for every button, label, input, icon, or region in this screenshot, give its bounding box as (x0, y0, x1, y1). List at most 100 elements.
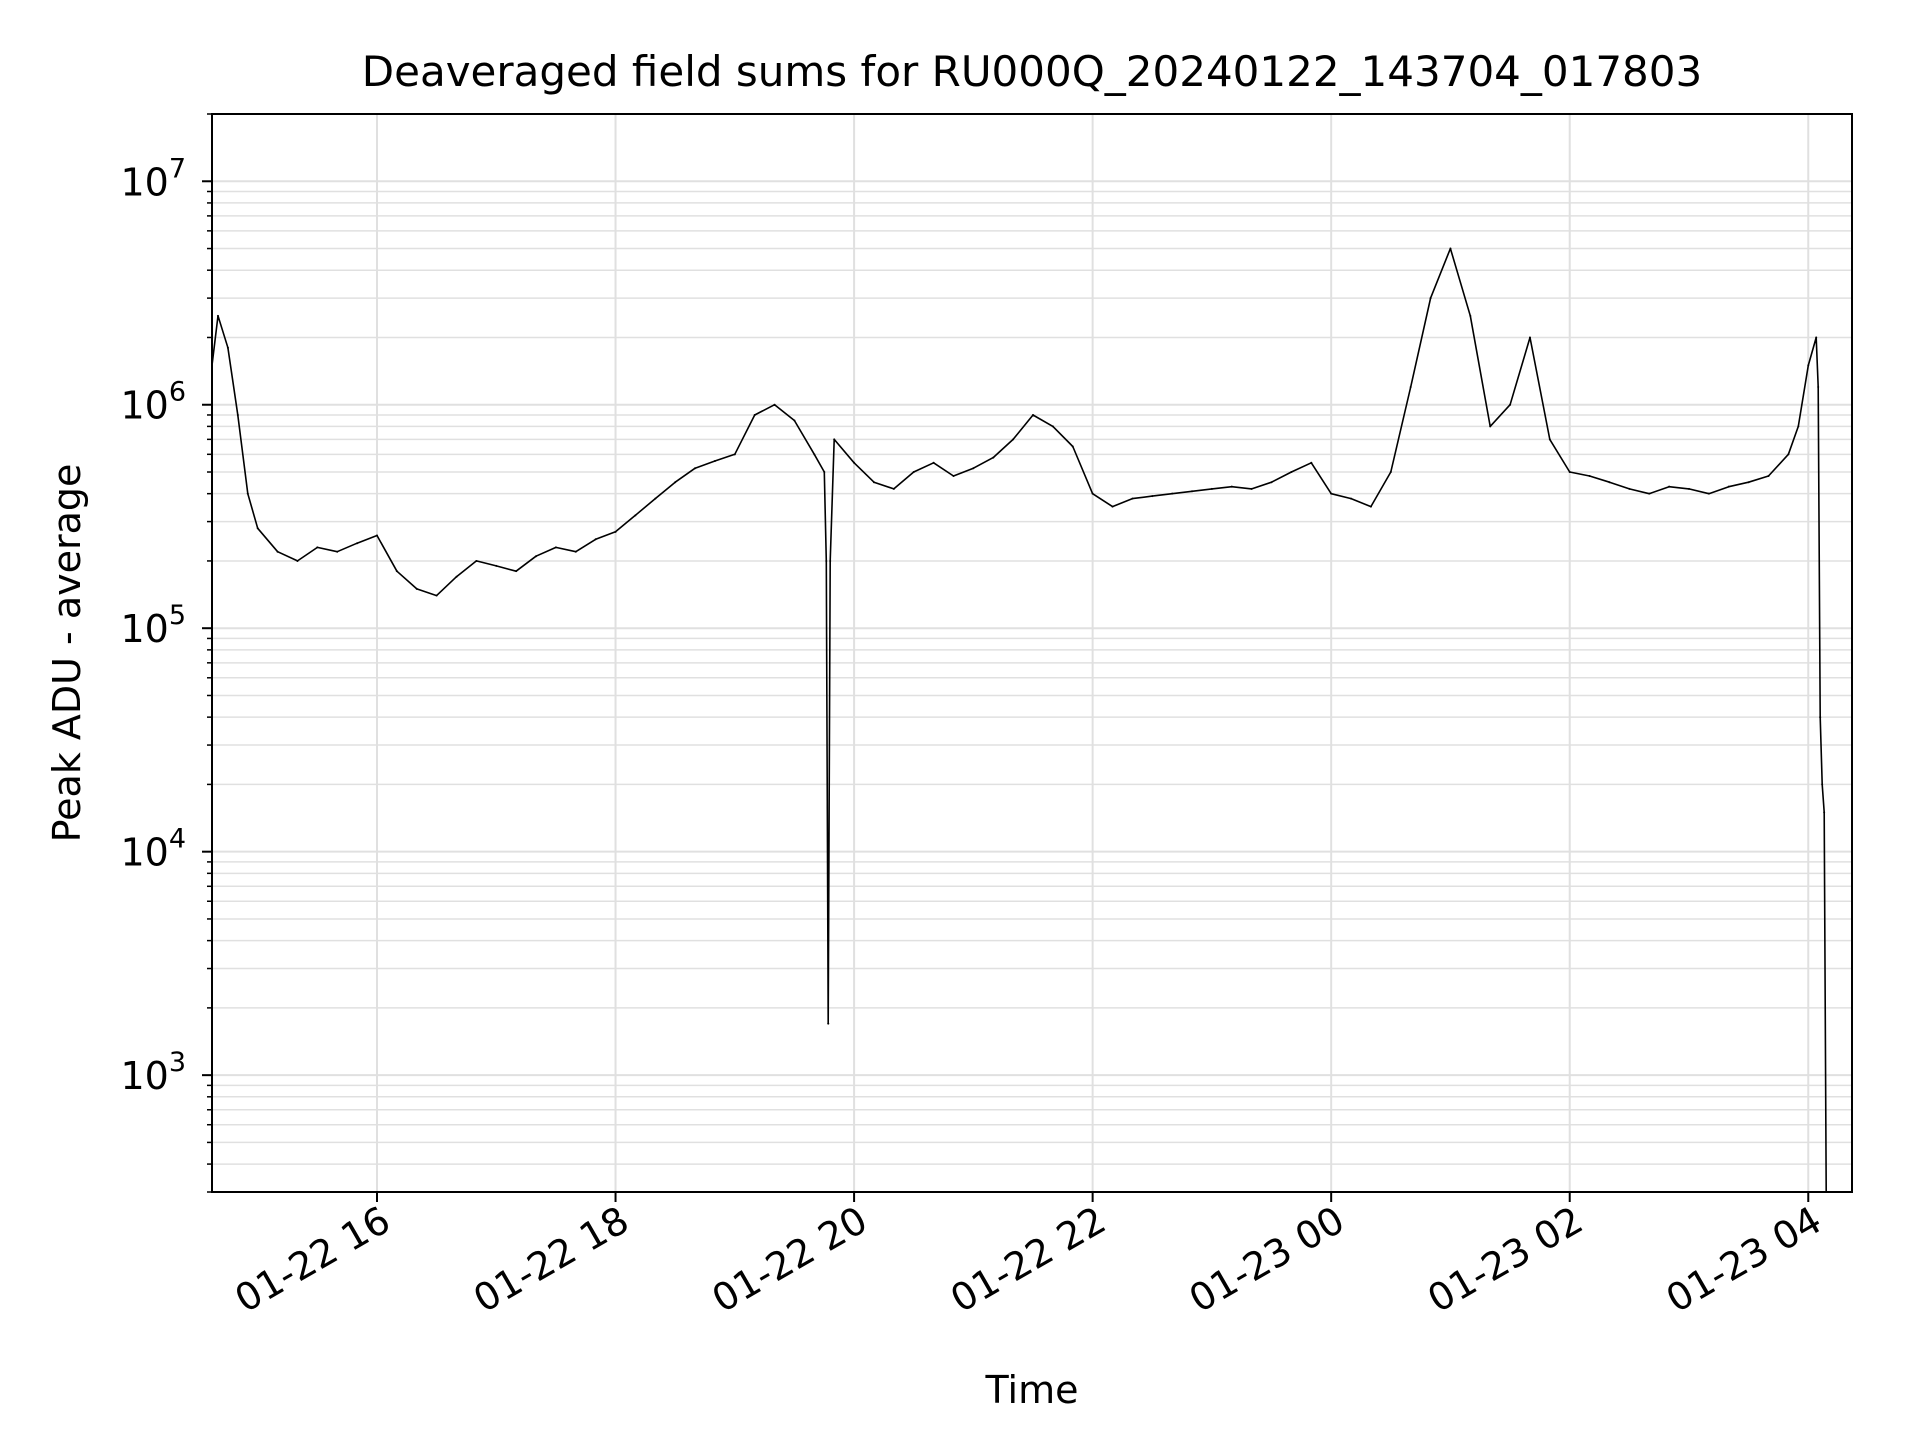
x-axis-label: Time (985, 1368, 1079, 1412)
data-point (495, 564, 498, 567)
data-point (634, 514, 637, 517)
data-point (1369, 505, 1372, 508)
data-point (829, 559, 832, 562)
data-point (226, 346, 229, 349)
data-point (1051, 425, 1054, 428)
data-point (1091, 492, 1094, 495)
data-point (574, 550, 577, 553)
data-point (515, 570, 518, 573)
data-point (1707, 492, 1710, 495)
data-point (1270, 481, 1273, 484)
data-point (1250, 487, 1253, 490)
data-point (733, 453, 736, 456)
data-point (236, 413, 239, 416)
data-point (827, 1022, 830, 1025)
data-point (972, 467, 975, 470)
data-point (415, 587, 418, 590)
data-point (1151, 495, 1154, 498)
data-point (1815, 336, 1818, 339)
data-point (793, 419, 796, 422)
data-point (773, 403, 776, 406)
grid-lines (212, 113, 1852, 1193)
data-point (813, 453, 816, 456)
y-tick-label: 107 (120, 153, 186, 204)
data-point (1797, 425, 1800, 428)
y-tick-label: 103 (120, 1047, 186, 1098)
data-point (1210, 487, 1213, 490)
data-point (1290, 471, 1293, 474)
data-point (1821, 783, 1824, 786)
data-point (395, 570, 398, 573)
data-point (753, 413, 756, 416)
data-point (1310, 461, 1313, 464)
data-point (246, 492, 249, 495)
chart-title: Deaveraged field sums for RU000Q_2024012… (362, 47, 1702, 96)
data-point (713, 460, 716, 463)
data-point (1823, 811, 1826, 814)
y-tick-label: 105 (120, 600, 186, 651)
data-point (823, 471, 826, 474)
data-point (1588, 474, 1591, 477)
data-point (853, 461, 856, 464)
data-point (1230, 485, 1233, 488)
data-point (475, 559, 478, 562)
data-point (1350, 497, 1353, 500)
data-point (435, 594, 438, 597)
data-point (1489, 425, 1492, 428)
data-point (614, 530, 617, 533)
data-point (825, 559, 828, 562)
data-point (892, 487, 895, 490)
data-point (1687, 487, 1690, 490)
data-point (654, 497, 657, 500)
y-axis: 103 104 105 106 107 (120, 113, 212, 1193)
data-point (256, 527, 259, 530)
series-layer (211, 247, 1828, 1193)
data-point (1171, 492, 1174, 495)
y-axis-label: Peak ADU - average (45, 464, 89, 843)
data-point (992, 456, 995, 459)
data-point (1389, 471, 1392, 474)
data-point (674, 481, 677, 484)
data-point (1668, 485, 1671, 488)
data-point (1747, 481, 1750, 484)
data-point (1449, 247, 1452, 250)
data-point (356, 542, 359, 545)
plot-frame (211, 113, 1853, 1193)
data-point (276, 550, 279, 553)
data-point (1727, 485, 1730, 488)
data-point (455, 575, 458, 578)
data-point (1031, 413, 1034, 416)
data-point (1131, 497, 1134, 500)
y-tick-label: 104 (120, 824, 186, 875)
data-point (1807, 364, 1810, 367)
data-point (535, 555, 538, 558)
data-point (1429, 297, 1432, 300)
data-point (1528, 336, 1531, 339)
data-point (872, 481, 875, 484)
data-point (952, 474, 955, 477)
data-point (594, 538, 597, 541)
data-point (1648, 492, 1651, 495)
data-point (694, 467, 697, 470)
data-point (1548, 438, 1551, 441)
data-point (1817, 386, 1820, 389)
data-point (1608, 481, 1611, 484)
data-point (1111, 505, 1114, 508)
data-point (1767, 474, 1770, 477)
data-point (554, 546, 557, 549)
data-point (1469, 314, 1472, 317)
data-point (296, 559, 299, 562)
data-point (1628, 487, 1631, 490)
data-point (1787, 453, 1790, 456)
data-point (1509, 403, 1512, 406)
data-point (1071, 445, 1074, 448)
data-point (316, 546, 319, 549)
data-point (216, 314, 219, 317)
data-point (912, 471, 915, 474)
data-point (932, 461, 935, 464)
data-point (375, 534, 378, 537)
data-point (1191, 490, 1194, 493)
data-point (1568, 471, 1571, 474)
